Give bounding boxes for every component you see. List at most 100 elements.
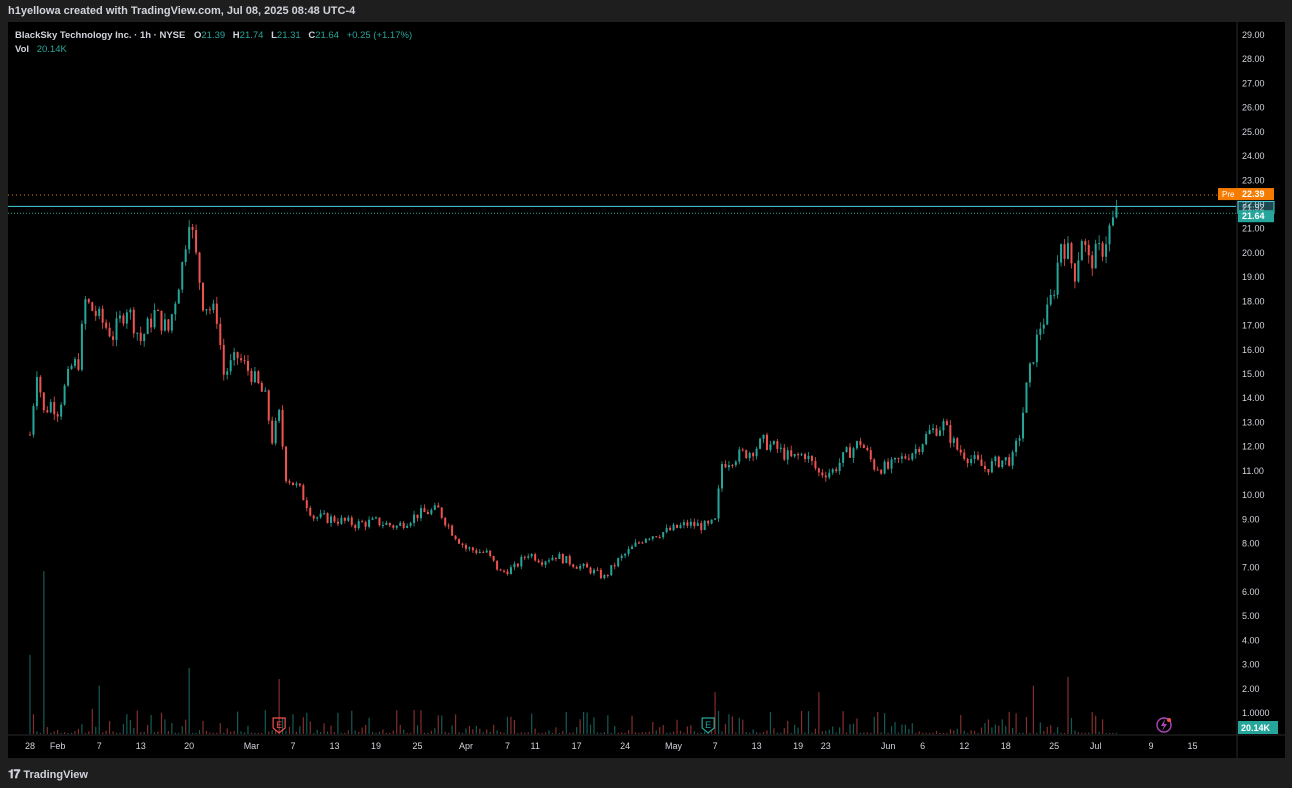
candle — [1094, 239, 1097, 269]
volume-bar — [482, 732, 484, 734]
candle — [108, 322, 111, 338]
earnings-marker-1[interactable]: E — [272, 717, 286, 734]
candle — [810, 455, 813, 466]
time-tick-label: 7 — [290, 741, 295, 751]
high-value: 21.74 — [240, 30, 264, 41]
volume-bar — [666, 732, 668, 734]
candle — [759, 437, 762, 450]
volume-bar — [223, 732, 225, 734]
chart-container[interactable]: 29.00 28.00 27.00 26.00 25.00 24.00 23.00 22.00… — [8, 22, 1285, 758]
attribution-text: h1yellowa created with TradingView.com, … — [8, 5, 356, 17]
volume-bar — [510, 716, 512, 734]
candle — [1008, 453, 1011, 467]
candle — [409, 521, 412, 528]
volume-bar — [724, 724, 727, 734]
volume-bar — [451, 725, 453, 734]
candle — [641, 541, 644, 544]
candle — [35, 371, 38, 411]
candle — [506, 569, 509, 576]
volume-bar — [593, 717, 595, 734]
volume-bar — [354, 730, 356, 734]
candle — [717, 484, 720, 523]
candle — [336, 518, 339, 527]
volume-bar — [257, 732, 259, 734]
earnings-marker-2[interactable]: E — [701, 717, 715, 734]
candle — [112, 330, 115, 347]
candle — [267, 389, 270, 425]
candle — [354, 523, 357, 532]
volume-bar — [555, 727, 557, 734]
candle — [312, 514, 315, 522]
earnings-marker-1-label: E — [276, 720, 282, 730]
volume-bar — [1029, 732, 1031, 734]
volume-bar — [745, 732, 747, 734]
tradingview-logo[interactable]: 𝟏𝟕 TradingView — [8, 767, 88, 782]
volume-bar — [247, 725, 249, 734]
volume-bar — [496, 730, 498, 734]
volume-bar — [98, 685, 100, 734]
volume-bar — [551, 732, 554, 734]
volume-bar — [195, 732, 197, 734]
candle — [762, 434, 765, 444]
candle — [509, 564, 512, 575]
price-chart[interactable]: 29.00 28.00 27.00 26.00 25.00 24.00 23.00 22.00… — [8, 22, 1285, 758]
volume-bar — [1098, 731, 1100, 734]
volume-bar — [1095, 715, 1097, 734]
volume-bar — [825, 730, 827, 734]
price-axis[interactable]: 29.00 28.00 27.00 26.00 25.00 24.00 23.00 22.00… — [1242, 30, 1270, 718]
volume-bar — [1039, 722, 1041, 734]
price-tick-label: 24.00 — [1242, 151, 1265, 161]
candle — [475, 548, 478, 555]
candle — [876, 466, 879, 471]
candle — [779, 443, 782, 453]
volume-bar — [973, 730, 976, 734]
volume-bar — [333, 732, 336, 734]
candle — [426, 509, 429, 515]
time-axis[interactable]: 28 Feb 7 13 20 Mar 7 13 19 25 Apr 7 11 17 24 May 7 13 19 23… — [25, 741, 1198, 751]
volume-bar — [769, 711, 772, 734]
candle — [731, 464, 734, 469]
volume-bar — [268, 731, 270, 734]
candle — [1105, 236, 1108, 264]
candle — [748, 451, 751, 462]
volume-bar — [81, 724, 83, 734]
volume-bar — [64, 732, 66, 734]
lightning-icon[interactable] — [1156, 717, 1172, 733]
volume-bar — [493, 724, 495, 734]
candle — [932, 423, 935, 434]
volume-bar — [84, 732, 86, 734]
candle — [945, 418, 948, 426]
candle — [696, 519, 699, 527]
volume-bar — [57, 729, 59, 734]
candle — [464, 543, 467, 552]
candle — [835, 466, 838, 474]
volume-bar — [281, 718, 284, 734]
candle — [423, 504, 426, 513]
volume-bar — [164, 719, 166, 734]
candle — [56, 411, 59, 423]
volume-bar — [188, 668, 190, 734]
candle — [980, 454, 983, 466]
volume-bar — [676, 719, 678, 734]
candle — [357, 519, 360, 531]
candle — [91, 301, 94, 312]
volume-bar — [863, 732, 865, 734]
candle — [274, 417, 277, 446]
candle — [170, 313, 173, 334]
volume-bar — [347, 730, 349, 734]
volume-bar — [589, 724, 592, 734]
volume-bar — [337, 712, 339, 734]
candle — [416, 514, 419, 522]
candle — [634, 539, 637, 547]
candle — [1025, 382, 1028, 413]
candle — [413, 510, 416, 527]
candle — [651, 535, 654, 542]
candle — [444, 516, 447, 528]
volume-bar — [942, 732, 945, 734]
volume-bar — [192, 732, 194, 734]
candle — [246, 355, 249, 376]
volume-bar — [91, 708, 93, 734]
volume-bar — [340, 732, 342, 734]
candle — [721, 461, 723, 492]
volume-bar — [396, 710, 398, 734]
